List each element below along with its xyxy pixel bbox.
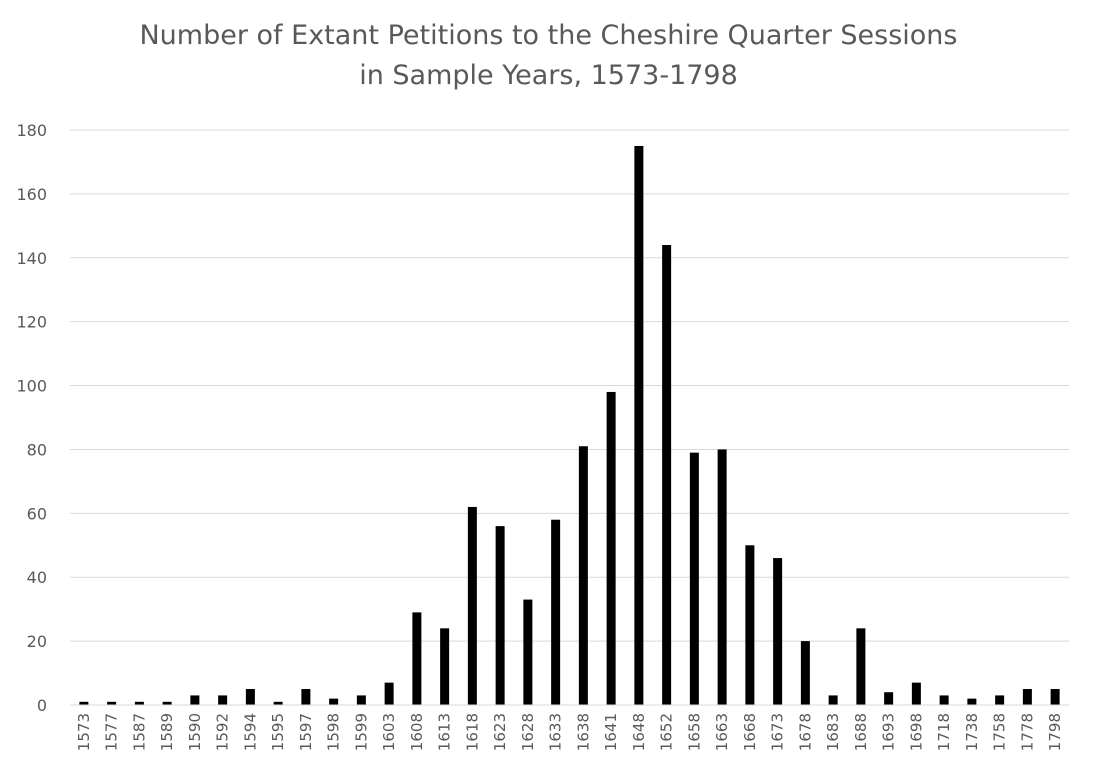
bar (329, 698, 339, 705)
bar (245, 689, 255, 705)
y-tick-label: 100 (16, 377, 47, 396)
y-tick-label: 160 (16, 185, 47, 204)
x-tick-label: 1599 (352, 713, 370, 751)
bar (467, 506, 477, 705)
x-tick-label: 1603 (380, 713, 398, 751)
x-tick-label: 1594 (241, 713, 259, 751)
x-tick-label: 1668 (741, 713, 759, 751)
y-tick-label: 180 (16, 121, 47, 140)
chart-title-block: Number of Extant Petitions to the Cheshi… (0, 16, 1097, 96)
x-tick-label: 1589 (158, 713, 176, 751)
x-tick-label: 1718 (935, 713, 953, 751)
gridlines (70, 129, 1069, 642)
bar (689, 452, 699, 705)
x-tick-label: 1798 (1046, 713, 1064, 751)
x-tick-label: 1678 (796, 713, 814, 751)
bar (495, 526, 505, 705)
x-tick-label: 1758 (991, 713, 1009, 751)
bar (606, 391, 616, 705)
bar (162, 701, 172, 705)
bar (884, 692, 894, 705)
bar (301, 689, 311, 705)
bar (745, 545, 755, 705)
bar (578, 446, 588, 705)
x-tick-label: 1623 (491, 713, 509, 751)
x-tick-label: 1641 (602, 713, 620, 751)
y-tick-label: 60 (27, 504, 47, 523)
bar (662, 245, 672, 705)
x-tick-label: 1628 (519, 713, 537, 751)
bar (800, 641, 810, 705)
y-tick-label: 80 (27, 440, 47, 459)
x-tick-label: 1652 (658, 713, 676, 751)
x-tick-label: 1597 (297, 713, 315, 751)
x-tick-label: 1698 (907, 713, 925, 751)
x-tick-label: 1778 (1018, 713, 1036, 751)
bar (717, 449, 727, 705)
bar (190, 695, 200, 705)
x-tick-label: 1598 (325, 713, 343, 751)
x-tick-label: 1613 (436, 713, 454, 751)
y-tick-label: 40 (27, 568, 47, 587)
y-tick-label: 0 (37, 696, 47, 715)
y-tick-label: 20 (27, 632, 47, 651)
x-tick-label: 1608 (408, 713, 426, 751)
bar (523, 599, 533, 705)
bar (356, 695, 366, 705)
bar (134, 701, 144, 705)
x-axis-ticks: 1573 1577 1587 1589 1590 1592 1594 1595 1597 1598… (75, 713, 1064, 751)
bar (856, 628, 866, 705)
bar (967, 698, 977, 705)
bar (828, 695, 838, 705)
bar (412, 612, 422, 705)
bar (911, 682, 921, 705)
x-tick-label: 1683 (824, 713, 842, 751)
x-tick-label: 1618 (463, 713, 481, 751)
x-tick-label: 1577 (103, 713, 121, 751)
x-tick-label: 1633 (547, 713, 565, 751)
bar (773, 558, 783, 705)
x-tick-label: 1688 (852, 713, 870, 751)
x-tick-label: 1693 (880, 713, 898, 751)
y-axis-ticks: 0 20 40 60 80 100 120 140 160 180 (16, 121, 47, 715)
bar (79, 701, 89, 705)
x-tick-label: 1638 (574, 713, 592, 751)
x-tick-label: 1587 (130, 713, 148, 751)
y-tick-label: 120 (16, 313, 47, 332)
bar (634, 145, 644, 705)
x-tick-label: 1658 (685, 713, 703, 751)
bar (384, 682, 394, 705)
bar (1050, 689, 1060, 705)
bars (79, 145, 1060, 705)
bar (1022, 689, 1032, 705)
chart-subtitle: in Sample Years, 1573-1798 (359, 60, 738, 91)
x-tick-label: 1648 (630, 713, 648, 751)
x-tick-label: 1738 (963, 713, 981, 751)
bar (440, 628, 450, 705)
x-tick-label: 1663 (713, 713, 731, 751)
bar (107, 701, 117, 705)
bar (939, 695, 949, 705)
y-tick-label: 140 (16, 249, 47, 268)
bar (995, 695, 1005, 705)
x-tick-label: 1595 (269, 713, 287, 751)
x-tick-label: 1573 (75, 713, 93, 751)
bar (551, 519, 561, 705)
x-tick-label: 1673 (769, 713, 787, 751)
x-tick-label: 1590 (186, 713, 204, 751)
bar (218, 695, 228, 705)
chart-title: Number of Extant Petitions to the Cheshi… (139, 20, 958, 51)
x-tick-label: 1592 (214, 713, 232, 751)
bar (273, 701, 283, 705)
